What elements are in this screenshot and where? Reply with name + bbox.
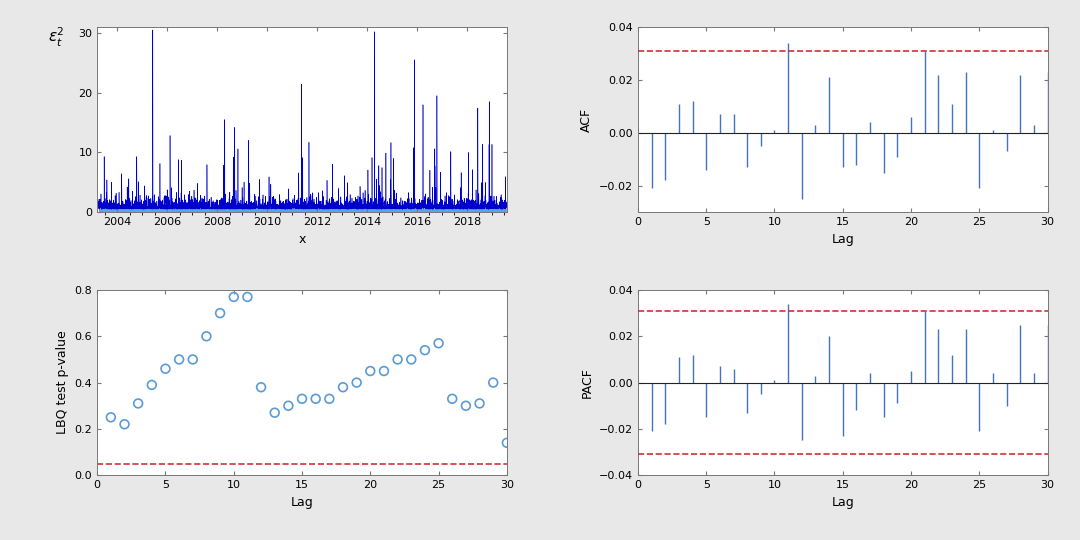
X-axis label: Lag: Lag — [832, 233, 854, 246]
Point — [403, 355, 420, 364]
Y-axis label: ACF: ACF — [580, 107, 593, 132]
X-axis label: x: x — [298, 233, 306, 246]
Point — [144, 381, 161, 389]
Point — [253, 383, 270, 391]
Point — [280, 401, 297, 410]
X-axis label: Lag: Lag — [832, 496, 854, 509]
Point — [444, 395, 461, 403]
Point — [416, 346, 433, 354]
Point — [335, 383, 352, 391]
Point — [389, 355, 406, 364]
Point — [103, 413, 120, 422]
Point — [198, 332, 215, 341]
Point — [294, 395, 311, 403]
Point — [471, 399, 488, 408]
X-axis label: Lag: Lag — [291, 496, 313, 509]
Point — [498, 438, 515, 447]
Point — [457, 401, 474, 410]
Point — [185, 355, 202, 364]
Point — [266, 408, 283, 417]
Point — [225, 293, 242, 301]
Point — [307, 395, 324, 403]
Point — [321, 395, 338, 403]
Y-axis label: PACF: PACF — [580, 367, 593, 398]
Point — [239, 293, 256, 301]
Point — [116, 420, 133, 429]
Point — [485, 379, 502, 387]
Point — [362, 367, 379, 375]
Point — [430, 339, 447, 348]
Point — [130, 399, 147, 408]
Point — [348, 379, 365, 387]
Point — [376, 367, 393, 375]
Point — [171, 355, 188, 364]
Point — [212, 309, 229, 318]
Point — [157, 364, 174, 373]
Y-axis label: $\varepsilon_t^2$: $\varepsilon_t^2$ — [48, 26, 65, 49]
Y-axis label: LBQ test p-value: LBQ test p-value — [56, 330, 69, 435]
